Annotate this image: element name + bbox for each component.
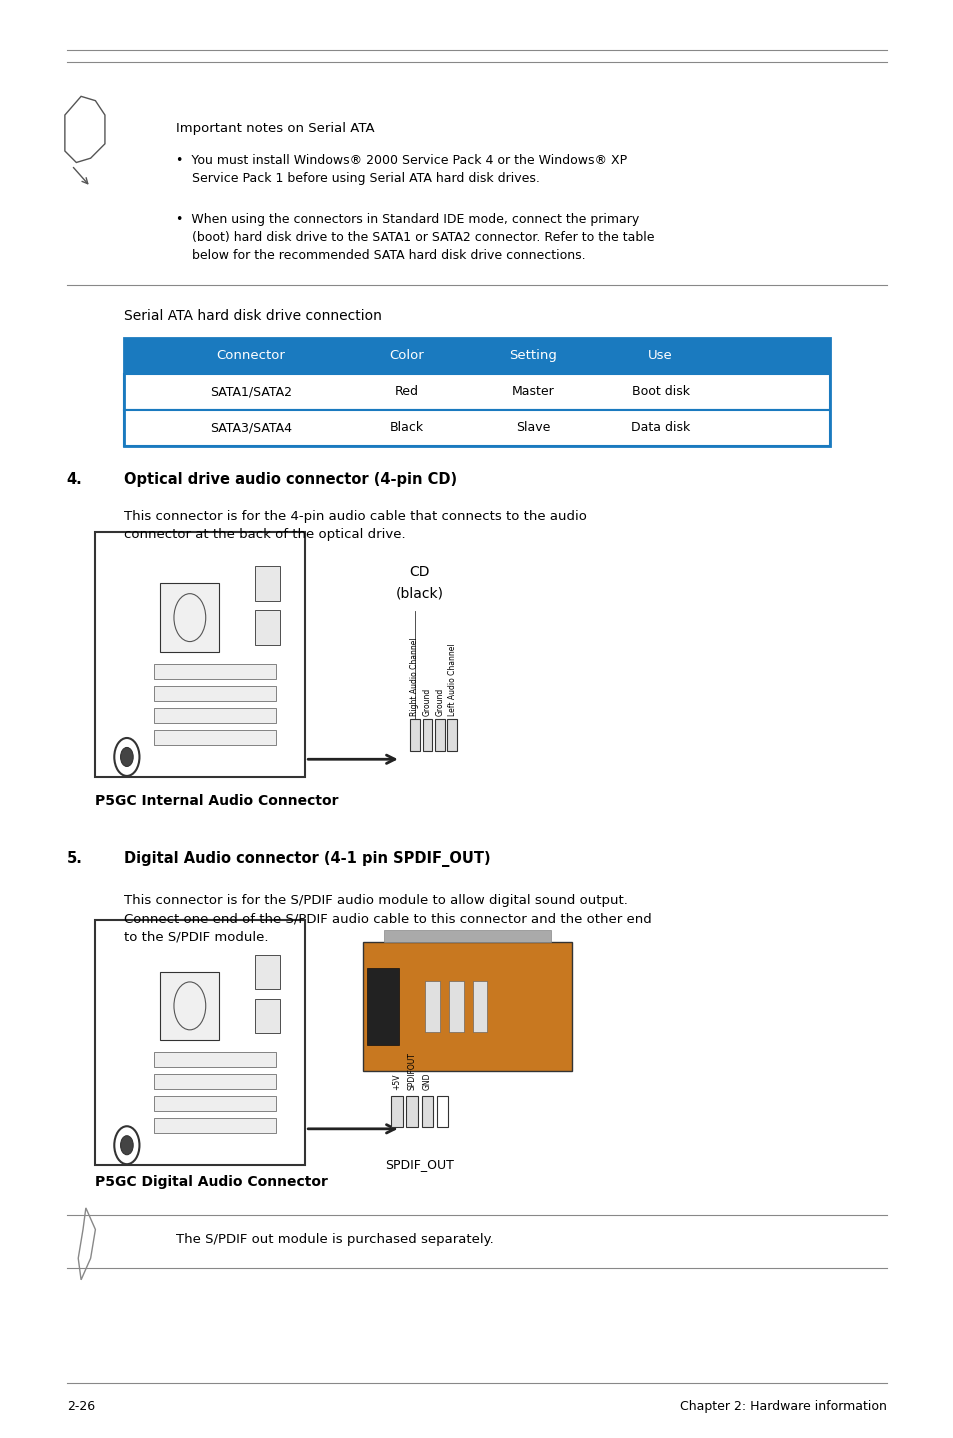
Bar: [160, 972, 219, 1040]
Bar: [154, 664, 275, 679]
Bar: [406, 1096, 417, 1127]
Bar: [410, 719, 419, 751]
Bar: [449, 981, 463, 1032]
Bar: [160, 584, 219, 651]
Text: Important notes on Serial ATA: Important notes on Serial ATA: [176, 122, 375, 135]
Text: Master: Master: [512, 385, 555, 398]
Bar: [95, 920, 305, 1165]
Text: This connector is for the S/PDIF audio module to allow digital sound output.
Con: This connector is for the S/PDIF audio m…: [124, 894, 651, 943]
Bar: [436, 1096, 448, 1127]
Text: Use: Use: [647, 349, 672, 362]
Text: This connector is for the 4-pin audio cable that connects to the audio
connector: This connector is for the 4-pin audio ca…: [124, 510, 586, 542]
Text: SATA1/SATA2: SATA1/SATA2: [210, 385, 292, 398]
Bar: [254, 998, 280, 1032]
Circle shape: [120, 748, 133, 766]
Text: SPDIFOUT: SPDIFOUT: [407, 1053, 416, 1090]
Bar: [154, 1119, 275, 1133]
Text: Left Audio Channel: Left Audio Channel: [447, 643, 456, 716]
Text: Setting: Setting: [509, 349, 557, 362]
Bar: [435, 719, 444, 751]
Circle shape: [120, 1136, 133, 1155]
Text: Serial ATA hard disk drive connection: Serial ATA hard disk drive connection: [124, 309, 381, 324]
Text: SPDIF_OUT: SPDIF_OUT: [385, 1158, 454, 1171]
Text: •  You must install Windows® 2000 Service Pack 4 or the Windows® XP
    Service : • You must install Windows® 2000 Service…: [176, 154, 627, 186]
Text: GND: GND: [422, 1073, 432, 1090]
Text: Color: Color: [389, 349, 423, 362]
Text: (black): (black): [395, 587, 443, 601]
Bar: [254, 955, 280, 989]
Text: Data disk: Data disk: [630, 421, 689, 434]
Bar: [124, 338, 829, 446]
Text: The S/PDIF out module is purchased separately.: The S/PDIF out module is purchased separ…: [176, 1232, 494, 1247]
Text: •  When using the connectors in Standard IDE mode, connect the primary
    (boot: • When using the connectors in Standard …: [176, 213, 655, 262]
Bar: [421, 1096, 433, 1127]
Text: CD: CD: [409, 565, 430, 580]
Text: P5GC Digital Audio Connector: P5GC Digital Audio Connector: [95, 1175, 328, 1189]
Text: Ground: Ground: [422, 687, 432, 716]
Text: 4.: 4.: [67, 472, 83, 486]
Text: Chapter 2: Hardware information: Chapter 2: Hardware information: [679, 1399, 886, 1414]
Text: Black: Black: [389, 421, 423, 434]
Text: 5.: 5.: [67, 851, 83, 866]
Bar: [383, 930, 551, 942]
Bar: [367, 968, 398, 1045]
Bar: [447, 719, 456, 751]
Bar: [154, 1096, 275, 1112]
Bar: [154, 731, 275, 745]
Bar: [154, 707, 275, 723]
Text: SATA3/SATA4: SATA3/SATA4: [210, 421, 292, 434]
Text: Boot disk: Boot disk: [631, 385, 689, 398]
Bar: [425, 981, 439, 1032]
Bar: [95, 532, 305, 777]
Bar: [124, 410, 829, 446]
Text: +5V: +5V: [392, 1074, 401, 1090]
Bar: [473, 981, 487, 1032]
Bar: [422, 719, 432, 751]
Text: Optical drive audio connector (4-pin CD): Optical drive audio connector (4-pin CD): [124, 472, 456, 486]
Bar: [362, 942, 572, 1071]
Text: Red: Red: [394, 385, 418, 398]
Text: P5GC Internal Audio Connector: P5GC Internal Audio Connector: [95, 794, 338, 808]
Text: Connector: Connector: [216, 349, 285, 362]
Bar: [154, 1053, 275, 1067]
Text: 2-26: 2-26: [67, 1399, 94, 1414]
Bar: [154, 686, 275, 700]
Bar: [154, 1074, 275, 1089]
Bar: [254, 567, 280, 601]
Text: Slave: Slave: [516, 421, 550, 434]
Bar: [124, 374, 829, 410]
Bar: [124, 338, 829, 374]
Text: Ground: Ground: [435, 687, 444, 716]
Text: Digital Audio connector (4-1 pin SPDIF_OUT): Digital Audio connector (4-1 pin SPDIF_O…: [124, 851, 490, 867]
Bar: [391, 1096, 402, 1127]
Text: Right Audio Channel: Right Audio Channel: [410, 637, 419, 716]
Bar: [254, 610, 280, 644]
